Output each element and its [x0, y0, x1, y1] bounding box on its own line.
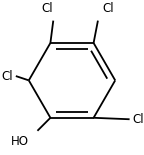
Text: Cl: Cl: [102, 2, 114, 15]
Text: HO: HO: [11, 135, 29, 148]
Text: Cl: Cl: [132, 113, 144, 126]
Text: Cl: Cl: [42, 2, 53, 15]
Text: Cl: Cl: [1, 70, 13, 83]
